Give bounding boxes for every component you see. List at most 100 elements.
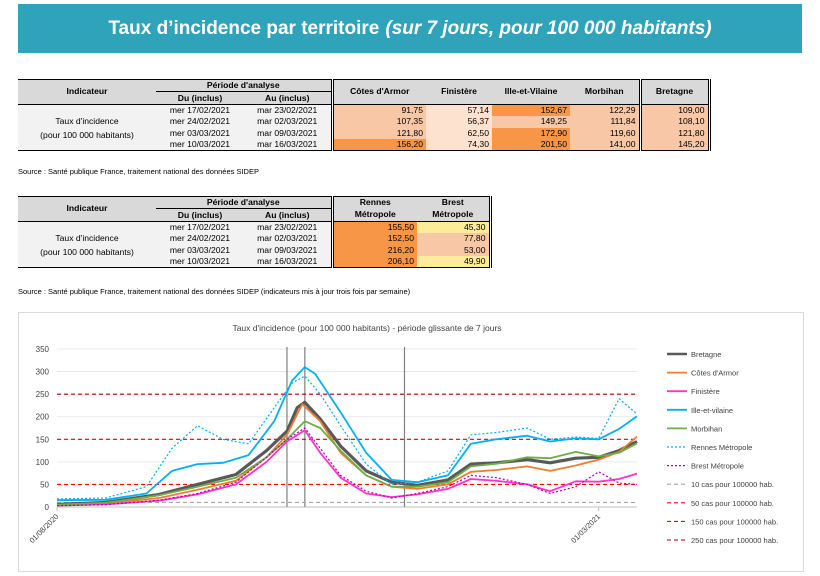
from-date: mer 03/03/2021	[156, 244, 244, 256]
value-cell: 53,00	[417, 244, 492, 256]
value-cell: 107,35	[332, 116, 426, 128]
from-date: mer 24/02/2021	[156, 233, 244, 245]
value-cell: 149,25	[492, 116, 570, 128]
source-note-1: Source : Santé publique France, traiteme…	[18, 167, 259, 176]
legend-label: Bretagne	[691, 350, 721, 359]
period-header: Période d'analyse	[156, 78, 334, 93]
to-date: mar 09/03/2021	[244, 244, 334, 256]
legend-label: 10 cas pour 100000 hab.	[691, 480, 774, 489]
table-row: mer 03/03/2021 mar 09/03/2021 216,20 53,…	[18, 244, 492, 256]
value-cell: 45,30	[417, 221, 492, 234]
table-row: Taux d'incidence (pour 100 000 habitants…	[18, 221, 492, 269]
to-date: mar 23/02/2021	[244, 104, 334, 117]
indicator-line2: (pour 100 000 habitants)	[40, 129, 134, 140]
x-tick-label: 01/03/2021	[569, 512, 602, 545]
value-cell: 141,00	[570, 138, 642, 152]
legend-label: Brest Métropole	[691, 462, 744, 471]
legend-label: Rennes Métropole	[691, 443, 752, 452]
value-cell: 119,60	[570, 127, 642, 139]
value-cell: 74,30	[426, 138, 492, 152]
column-header: Finistère	[426, 79, 492, 105]
y-tick-label: 150	[36, 435, 50, 444]
indicator-header: Indicateur	[18, 196, 156, 222]
series-line	[56, 375, 638, 500]
to-date: mar 02/03/2021	[244, 116, 334, 128]
value-cell: 111,84	[570, 116, 642, 128]
from-date: mer 10/03/2021	[156, 138, 244, 152]
series-line	[56, 427, 638, 507]
title-banner: Taux d’incidence par territoire (sur 7 j…	[18, 4, 802, 53]
chart-title: Taux d'incidence (pour 100 000 habitants…	[232, 323, 501, 333]
incidence-table-metropoles: Indicateur Période d'analyse Rennes Bres…	[18, 195, 492, 269]
column-header: Ille-et-Vilaine	[492, 79, 570, 105]
column-header: Bretagne	[640, 79, 711, 105]
value-cell: 121,80	[640, 127, 711, 139]
indicator-header: Indicateur	[18, 79, 156, 105]
indicator-line1: Taux d'incidence	[55, 232, 119, 243]
y-tick-label: 0	[45, 503, 50, 512]
from-date: mer 24/02/2021	[156, 116, 244, 128]
y-tick-label: 300	[36, 368, 50, 377]
series-line	[56, 420, 638, 506]
value-cell: 152,67	[492, 104, 570, 117]
indicator-line2: (pour 100 000 habitants)	[40, 246, 134, 257]
to-date: mar 23/02/2021	[244, 221, 334, 234]
source-note-2: Source : Santé publique France, traiteme…	[18, 287, 411, 296]
indicator-label: Taux d'incidence (pour 100 000 habitants…	[18, 221, 156, 269]
column-header: Métropole	[332, 208, 417, 222]
value-cell: 56,37	[426, 116, 492, 128]
value-cell: 156,20	[332, 138, 426, 152]
table-row: mer 10/03/2021 mar 16/03/2021 206,10 49,…	[18, 255, 492, 269]
column-header: Côtes d'Armor	[332, 79, 426, 105]
value-cell: 152,50	[332, 233, 417, 245]
incidence-chart-svg: Taux d'incidence (pour 100 000 habitants…	[28, 323, 779, 545]
to-date: mar 16/03/2021	[244, 255, 334, 269]
y-tick-label: 200	[36, 413, 50, 422]
series-line	[56, 403, 638, 507]
y-tick-label: 50	[40, 480, 49, 489]
page-title: Taux d’incidence par territoire	[108, 17, 380, 39]
indicator-line1: Taux d'incidence	[55, 115, 119, 126]
value-cell: 201,50	[492, 138, 570, 152]
value-cell: 109,00	[640, 104, 711, 117]
column-header: Morbihan	[570, 79, 642, 105]
value-cell: 145,20	[640, 138, 711, 152]
period-header: Période d'analyse	[156, 195, 334, 210]
table-row: Taux d'incidence (pour 100 000 habitants…	[18, 104, 711, 152]
table-row: mer 24/02/2021 mar 02/03/2021 152,50 77,…	[18, 233, 492, 245]
from-date: mer 03/03/2021	[156, 127, 244, 139]
series-line	[56, 429, 638, 507]
incidence-table-departments: Indicateur Période d'analyse Côtes d'Arm…	[18, 78, 711, 152]
value-cell: 216,20	[332, 244, 417, 256]
from-date: mer 10/03/2021	[156, 255, 244, 269]
column-header: Métropole	[417, 208, 492, 222]
from-header: Du (inclus)	[156, 91, 244, 105]
column-header: Brest	[417, 195, 492, 209]
to-header: Au (inclus)	[244, 91, 334, 105]
value-cell: 206,10	[332, 255, 417, 269]
value-cell: 49,90	[417, 255, 492, 269]
table-row: mer 10/03/2021 mar 16/03/2021 156,20 74,…	[18, 138, 711, 152]
indicator-label: Taux d'incidence (pour 100 000 habitants…	[18, 104, 156, 152]
series-line	[56, 366, 638, 502]
legend-label: Morbihan	[691, 424, 722, 433]
incidence-chart: Taux d'incidence (pour 100 000 habitants…	[18, 312, 804, 572]
page-subtitle: (sur 7 jours, pour 100 000 habitants)	[385, 17, 712, 39]
y-tick-label: 100	[36, 458, 50, 467]
table-row: mer 24/02/2021 mar 02/03/2021 107,35 56,…	[18, 116, 711, 128]
value-cell: 57,14	[426, 104, 492, 117]
legend-label: Ille-et-vilaine	[691, 406, 733, 415]
from-date: mer 17/02/2021	[156, 221, 244, 234]
value-cell: 122,29	[570, 104, 642, 117]
value-cell: 77,80	[417, 233, 492, 245]
to-date: mar 02/03/2021	[244, 233, 334, 245]
column-header: Rennes	[332, 195, 417, 209]
legend-label: 50 cas pour 100000 hab.	[691, 499, 774, 508]
legend-label: 250 cas pour 100000 hab.	[691, 536, 778, 545]
legend-label: Finistère	[691, 387, 720, 396]
table-row: mer 03/03/2021 mar 09/03/2021 121,80 62,…	[18, 127, 711, 139]
y-tick-label: 350	[36, 345, 50, 354]
value-cell: 91,75	[332, 104, 426, 117]
x-tick-label: 01/08/2020	[28, 512, 61, 545]
value-cell: 62,50	[426, 127, 492, 139]
